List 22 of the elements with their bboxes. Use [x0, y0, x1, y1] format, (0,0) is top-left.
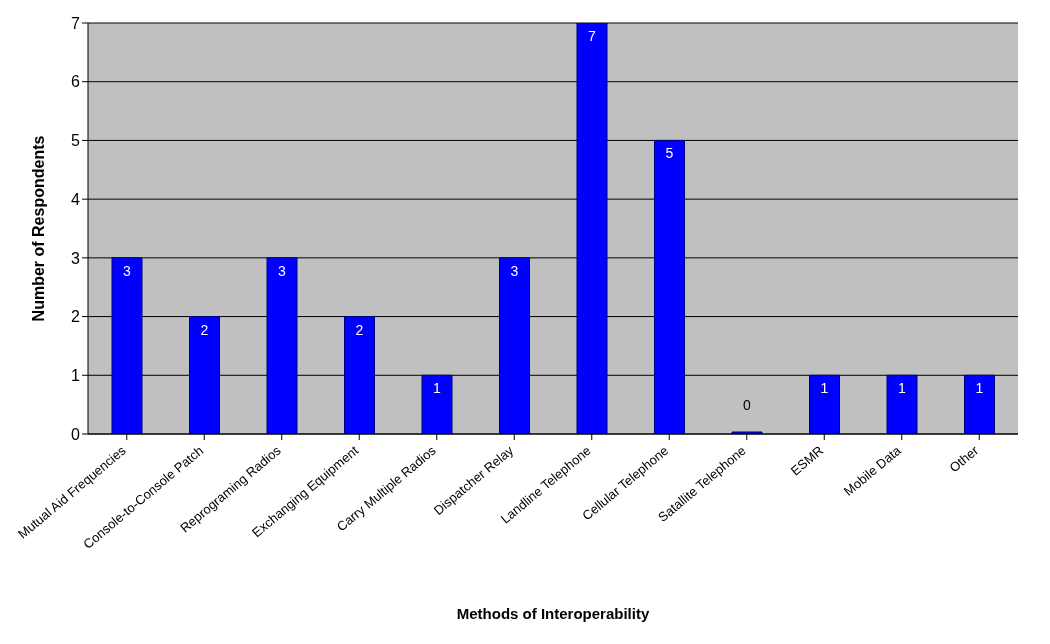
data-label: 3 [278, 262, 287, 279]
x-axis-title: Methods of Interoperability [456, 605, 650, 622]
y-tick-label: 4 [71, 190, 81, 208]
y-tick-label: 1 [71, 366, 81, 384]
data-label: 1 [898, 380, 907, 397]
data-label: 5 [665, 145, 674, 162]
y-tick-label: 7 [71, 14, 81, 32]
data-label: 3 [123, 262, 132, 279]
data-label: 1 [433, 380, 442, 397]
data-label: 1 [820, 380, 829, 397]
y-tick-label: 0 [71, 425, 81, 443]
y-tick-label: 2 [71, 308, 81, 326]
data-label: 1 [975, 380, 984, 397]
y-tick-label: 3 [71, 249, 81, 267]
data-label: 2 [355, 321, 364, 338]
data-label: 7 [588, 28, 597, 44]
y-axis-title: Number of Respondents [29, 135, 47, 322]
y-tick-label: 6 [71, 73, 81, 91]
data-label: 0 [743, 397, 752, 413]
y-tick-label: 5 [71, 132, 81, 150]
data-label: 2 [200, 321, 209, 338]
data-label: 3 [510, 262, 519, 279]
